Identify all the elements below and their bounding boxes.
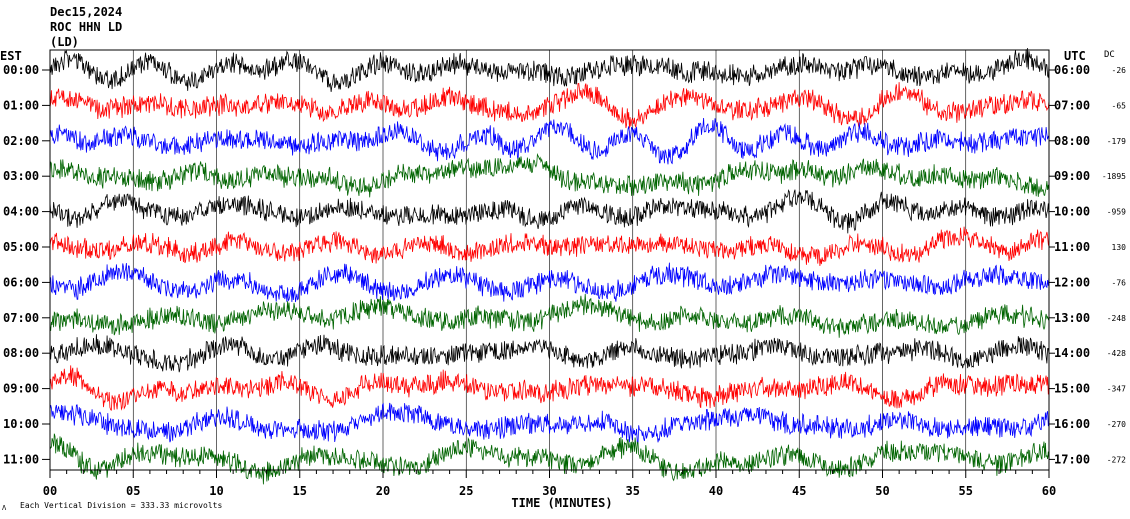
est-row-label: 09:00 (3, 382, 39, 396)
est-row-label: 01:00 (3, 98, 39, 112)
utc-row-label: 16:00 (1054, 417, 1090, 431)
utc-row-label: 09:00 (1054, 169, 1090, 183)
x-tick-label: 40 (709, 484, 723, 498)
trace-line (49, 226, 1050, 267)
utc-row-label: 08:00 (1054, 134, 1090, 148)
trace-line (49, 402, 1050, 445)
est-axis-label: EST (0, 49, 22, 63)
logo-mark: Λ (2, 504, 7, 512)
x-tick-label: 45 (792, 484, 806, 498)
x-tick-label: 55 (959, 484, 973, 498)
dc-row-value: -1895 (1102, 172, 1126, 181)
utc-row-label: 17:00 (1054, 452, 1090, 466)
trace-line (49, 189, 1050, 234)
trace-line (49, 433, 1050, 485)
x-tick-label: 10 (209, 484, 223, 498)
x-axis-ticks: 00 05 10 15 20 25 30 35 40 45 50 55 60 (43, 470, 1056, 498)
dc-row-value: -959 (1107, 208, 1126, 217)
est-row-label: 04:00 (3, 205, 39, 219)
est-row-label: 06:00 (3, 275, 39, 289)
utc-row-label: 10:00 (1054, 205, 1090, 219)
trace-line (49, 82, 1050, 129)
dc-row-value: -179 (1107, 137, 1126, 146)
x-axis-label: TIME (MINUTES) (511, 496, 612, 510)
dc-row-value: -248 (1107, 314, 1126, 323)
est-row-label: 11:00 (3, 452, 39, 466)
x-tick-label: 20 (376, 484, 390, 498)
est-row-label: 08:00 (3, 346, 39, 360)
dc-row-value: -347 (1107, 385, 1126, 394)
dc-axis-label: DC (1104, 50, 1115, 60)
est-row-label: 02:00 (3, 134, 39, 148)
header-station: ROC HHN LD (50, 20, 122, 34)
est-row-label: 07:00 (3, 311, 39, 325)
x-tick-label: 25 (459, 484, 473, 498)
utc-row-label: 12:00 (1054, 275, 1090, 289)
x-tick-label: 15 (293, 484, 307, 498)
utc-row-label: 11:00 (1054, 240, 1090, 254)
est-row-label: 05:00 (3, 240, 39, 254)
trace-line (49, 293, 1050, 338)
dc-row-value: -26 (1112, 66, 1127, 75)
header-network: (LD) (50, 35, 79, 49)
dc-row-value: -76 (1112, 278, 1127, 287)
trace-line (49, 117, 1050, 165)
scale-note: Each Vertical Division = 333.33 microvol… (20, 501, 222, 510)
trace-line (49, 262, 1050, 303)
row-labels: 00:00 06:00 -26 01:00 07:00 -65 02:00 08:00 -179… (3, 63, 1126, 466)
trace-line (49, 47, 1050, 92)
utc-row-label: 13:00 (1054, 311, 1090, 325)
dc-row-value: -428 (1107, 349, 1126, 358)
trace-line (49, 153, 1050, 198)
utc-row-label: 14:00 (1054, 346, 1090, 360)
trace-line (49, 334, 1050, 373)
est-row-label: 00:00 (3, 63, 39, 77)
utc-row-label: 06:00 (1054, 63, 1090, 77)
est-row-label: 10:00 (3, 417, 39, 431)
x-tick-label: 35 (626, 484, 640, 498)
dc-row-value: -65 (1112, 101, 1127, 110)
header-date: Dec15,2024 (50, 5, 122, 19)
x-tick-label: 00 (43, 484, 57, 498)
est-row-label: 03:00 (3, 169, 39, 183)
dc-row-value: 130 (1112, 243, 1127, 252)
grid (132, 50, 967, 470)
traces (49, 47, 1050, 485)
utc-row-label: 15:00 (1054, 382, 1090, 396)
trace-line (49, 365, 1050, 411)
x-tick-label: 60 (1042, 484, 1056, 498)
dc-row-value: -270 (1107, 420, 1126, 429)
x-tick-label: 50 (875, 484, 889, 498)
x-tick-label: 05 (126, 484, 140, 498)
dc-row-value: -272 (1107, 455, 1126, 464)
utc-axis-label: UTC (1064, 49, 1086, 63)
x-tick-label: 30 (542, 484, 556, 498)
utc-row-label: 07:00 (1054, 98, 1090, 112)
